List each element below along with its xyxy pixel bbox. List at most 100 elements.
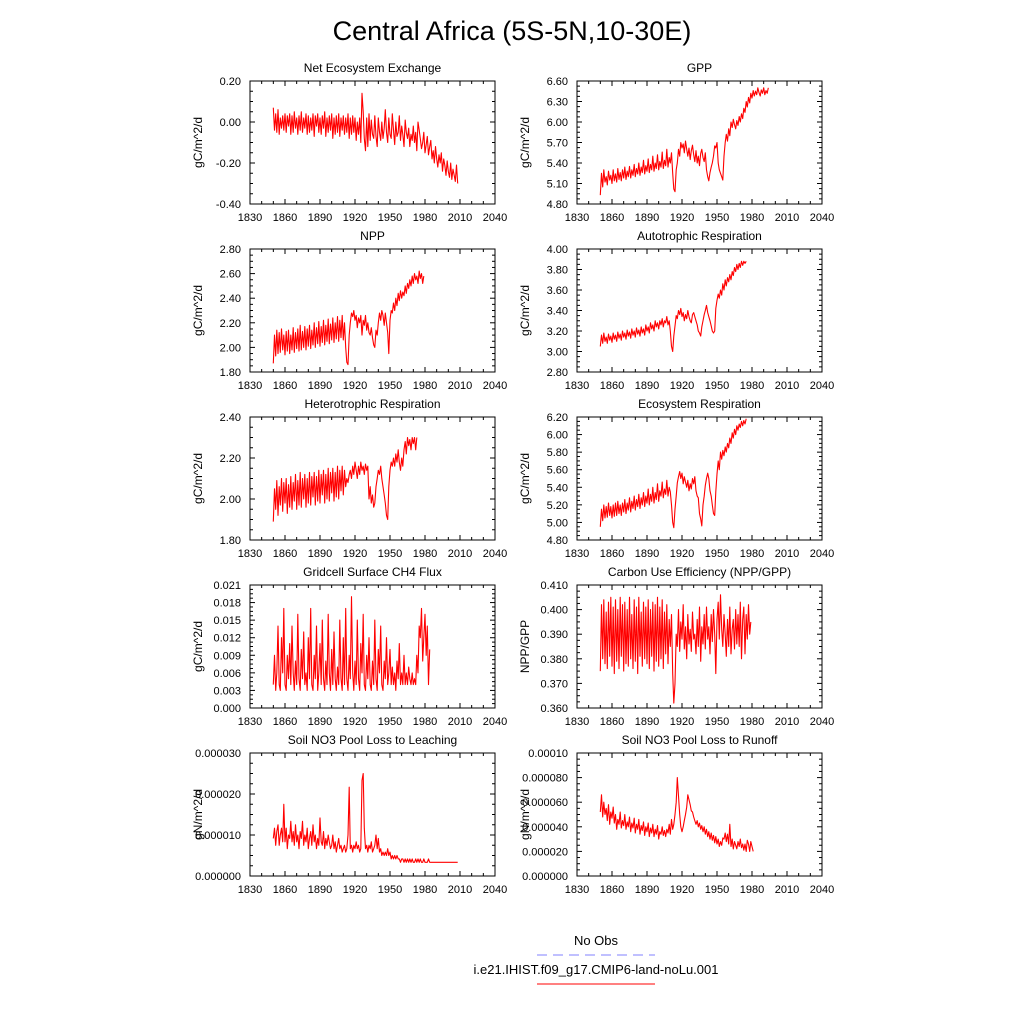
- x-tick-label: 1890: [308, 212, 332, 224]
- y-axis-label: gC/m^2/d: [518, 453, 532, 504]
- x-tick-label: 2010: [775, 884, 799, 896]
- x-tick-label: 2010: [775, 548, 799, 560]
- panel-carbon-use-efficiency-npp-gpp: Carbon Use Efficiency (NPP/GPP) NPP/GPP 18…: [518, 565, 834, 728]
- x-tick-label: 2010: [448, 884, 472, 896]
- y-tick-label: 0.000000: [195, 871, 241, 883]
- y-axis-label: gC/m^2/d: [518, 285, 532, 336]
- y-tick-label: 3.80: [547, 265, 568, 277]
- x-tick-label: 1950: [705, 548, 729, 560]
- x-tick-label: 1890: [308, 380, 332, 392]
- y-tick-label: 0.370: [540, 678, 568, 690]
- x-tick-label: 2040: [810, 884, 834, 896]
- x-tick-label: 2010: [448, 212, 472, 224]
- y-axis-label: gC/m^2/d: [191, 117, 205, 168]
- y-tick-label: 0.000010: [195, 830, 241, 842]
- y-tick-label: 0.400: [540, 605, 568, 617]
- x-tick-label: 1830: [565, 380, 589, 392]
- plot-frame: [576, 248, 823, 373]
- y-axis-label: gN/m^2/d: [191, 789, 205, 840]
- x-tick-label: 2040: [810, 212, 834, 224]
- y-tick-label: 5.00: [547, 517, 568, 529]
- panel-ecosystem-respiration: Ecosystem Respiration gC/m^2/d 1830 1860 189…: [518, 397, 834, 560]
- series-line: [272, 772, 458, 863]
- y-tick-label: 1.80: [220, 535, 241, 547]
- x-tick-label: 1920: [343, 884, 367, 896]
- x-tick-label: 1920: [670, 716, 694, 728]
- x-tick-label: 1950: [705, 884, 729, 896]
- x-tick-label: 2040: [810, 548, 834, 560]
- y-tick-label: 3.00: [547, 347, 568, 359]
- x-tick-label: 1950: [705, 212, 729, 224]
- y-tick-label: 6.60: [547, 76, 568, 88]
- x-tick-label: 1860: [273, 884, 297, 896]
- panel-title: Soil NO3 Pool Loss to Leaching: [288, 733, 457, 747]
- x-tick-label: 1860: [600, 716, 624, 728]
- series-line: [599, 594, 752, 704]
- x-tick-label: 1860: [600, 212, 624, 224]
- plot-frame: [249, 248, 496, 373]
- y-axis-label: gN/m^2/d: [518, 789, 532, 840]
- x-tick-label: 1980: [740, 716, 764, 728]
- y-axis-label: gC/m^2/d: [191, 621, 205, 672]
- panel-title: Autotrophic Respiration: [637, 229, 762, 243]
- x-tick-label: 1830: [565, 212, 589, 224]
- y-tick-label: 0.006: [213, 668, 241, 680]
- y-tick-label: 0.360: [540, 703, 568, 715]
- x-tick-label: 1860: [273, 548, 297, 560]
- x-tick-label: 1890: [635, 380, 659, 392]
- y-tick-label: 2.60: [220, 269, 241, 281]
- y-tick-label: 2.20: [220, 453, 241, 465]
- panel-soil-no3-pool-loss-to-leaching: Soil NO3 Pool Loss to Leaching gN/m^2/d 18…: [191, 733, 507, 896]
- x-tick-label: 1890: [308, 884, 332, 896]
- y-tick-label: 0.390: [540, 629, 568, 641]
- x-tick-label: 2010: [775, 212, 799, 224]
- y-tick-label: 6.20: [547, 412, 568, 424]
- y-tick-label: 6.00: [547, 430, 568, 442]
- y-tick-label: 2.40: [220, 293, 241, 305]
- x-tick-label: 1920: [343, 548, 367, 560]
- panel-gridcell-surface-ch4-flux: Gridcell Surface CH4 Flux gC/m^2/d 1830 186…: [191, 565, 507, 728]
- y-tick-label: 0.000: [213, 703, 241, 715]
- x-tick-label: 1950: [378, 380, 402, 392]
- plot-frame: [249, 752, 496, 877]
- x-tick-label: 1980: [740, 884, 764, 896]
- x-tick-label: 1860: [600, 548, 624, 560]
- y-tick-label: 0.012: [213, 633, 241, 645]
- y-tick-label: 0.000060: [522, 797, 568, 809]
- panel-title: NPP: [360, 229, 385, 243]
- x-tick-label: 1890: [635, 884, 659, 896]
- x-tick-label: 1920: [343, 380, 367, 392]
- x-tick-label: 1950: [378, 548, 402, 560]
- y-tick-label: 3.40: [547, 306, 568, 318]
- x-tick-label: 1830: [565, 548, 589, 560]
- y-tick-label: 3.60: [547, 285, 568, 297]
- y-axis-label: gC/m^2/d: [191, 453, 205, 504]
- x-tick-label: 1980: [413, 716, 437, 728]
- x-tick-label: 1950: [378, 716, 402, 728]
- panel-title: Carbon Use Efficiency (NPP/GPP): [608, 565, 791, 579]
- x-tick-label: 1860: [600, 380, 624, 392]
- y-tick-label: 2.20: [220, 318, 241, 330]
- series-line: [272, 270, 425, 366]
- panel-soil-no3-pool-loss-to-runoff: Soil NO3 Pool Loss to Runoff gN/m^2/d 1830…: [518, 733, 834, 896]
- x-tick-label: 1890: [635, 548, 659, 560]
- panel-title: GPP: [687, 61, 712, 75]
- x-tick-label: 1830: [238, 884, 262, 896]
- y-tick-label: 0.003: [213, 685, 241, 697]
- chart-panels: Net Ecosystem Exchange gC/m^2/d 1830 1860 18…: [191, 61, 834, 896]
- x-tick-label: 1890: [308, 716, 332, 728]
- x-tick-label: 1860: [600, 884, 624, 896]
- panel-title: Net Ecosystem Exchange: [304, 61, 442, 75]
- y-tick-label: 0.380: [540, 654, 568, 666]
- plot-frame: [576, 416, 823, 541]
- y-tick-label: 6.30: [547, 97, 568, 109]
- y-tick-label: -0.20: [216, 158, 241, 170]
- y-tick-label: 0.015: [213, 615, 241, 627]
- y-tick-label: 0.000020: [522, 846, 568, 858]
- y-tick-label: 0.000030: [195, 748, 241, 760]
- legend-label-run: i.e21.IHIST.f09_g17.CMIP6-land-noLu.001: [474, 962, 719, 977]
- panel-title: Heterotrophic Respiration: [304, 397, 440, 411]
- x-tick-label: 1920: [343, 716, 367, 728]
- x-tick-label: 1830: [565, 716, 589, 728]
- x-tick-label: 1980: [413, 548, 437, 560]
